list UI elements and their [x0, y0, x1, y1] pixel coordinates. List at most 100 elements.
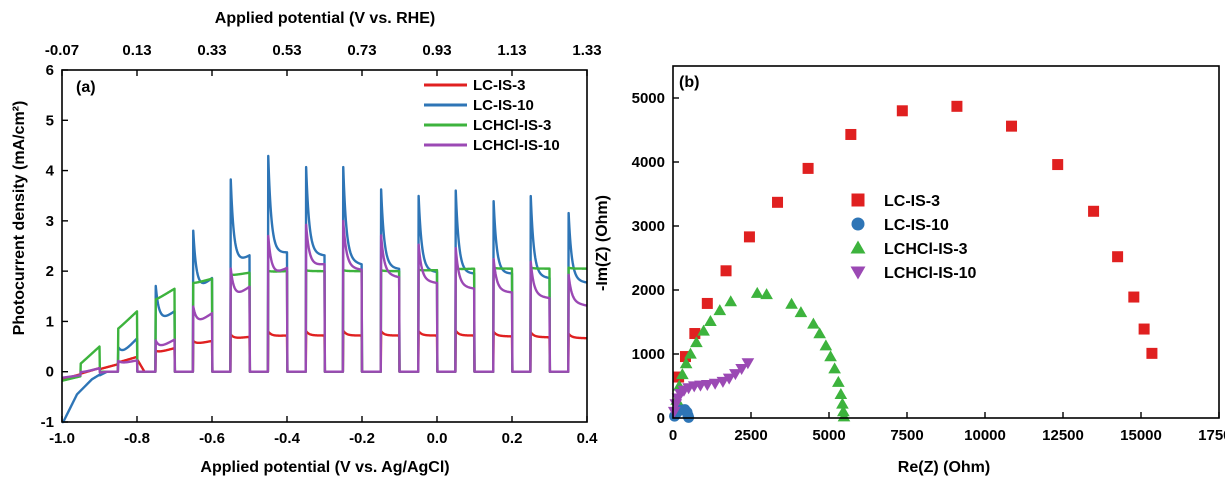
panel-a-plot-frame	[61, 69, 588, 423]
panel-a-top-axis-title: Applied potential (V vs. RHE)	[215, 10, 435, 27]
panel-a-y-tick-label: 5	[46, 112, 54, 129]
panel-b-point-3	[716, 376, 730, 388]
panel-b-x-tick-label: 2500	[734, 427, 767, 444]
panel-b-y-tick-label: 1000	[632, 346, 665, 363]
panel-a-top-tick-label: 0.73	[347, 42, 376, 59]
panel-a-top-tick-label: -0.07	[45, 42, 79, 59]
panel-b-point-3	[735, 364, 748, 376]
panel-b-point-2	[785, 297, 798, 309]
panel-b-point-2	[794, 306, 808, 318]
panel-a-y-axis-title: Photocurrent density (mA/cm²)	[11, 101, 28, 336]
panel-a-legend-label: LC-IS-3	[473, 77, 526, 94]
panel-a-legend: LC-IS-3 LC-IS-10 LCHCl-IS-3 LCHCl-IS-10	[424, 77, 560, 154]
panel-b-x-tick-label: 5000	[812, 427, 845, 444]
panel-b-legend-label: LCHCl-IS-10	[884, 265, 977, 282]
panel-a-x-tick-label: -0.8	[124, 430, 150, 447]
panel-a-top-tick-label: 0.13	[122, 42, 151, 59]
panel-b-point-3	[700, 380, 714, 392]
panel-b-nyquist-chart: Re(Z) (Ohm) -Im(Z) (Ohm) (b) 0 2500 5000 75…	[594, 65, 1225, 476]
panel-b-point-3	[708, 378, 722, 390]
panel-a-x-tick-label: -0.4	[274, 430, 301, 447]
panel-b-point-2	[760, 288, 773, 300]
panel-b-legend-marker	[850, 266, 866, 280]
panel-b-label: (b)	[679, 74, 699, 91]
panel-b-point-2	[697, 324, 710, 336]
panel-a-y-tick-label: 1	[46, 313, 54, 330]
panel-a-x-tick-label: -0.6	[199, 430, 225, 447]
panel-b-point-0	[951, 100, 963, 112]
panel-b-point-0	[1138, 323, 1150, 335]
panel-b-point-0	[720, 265, 732, 277]
panel-a-legend-label: LCHCl-IS-10	[473, 137, 560, 154]
panel-b-point-0	[1112, 251, 1124, 263]
panel-b-point-2	[690, 336, 703, 348]
panel-a-x-tick-label: 0.2	[502, 430, 523, 447]
panel-b-x-tick-label: 17500	[1198, 427, 1225, 444]
panel-b-point-2	[679, 357, 693, 369]
panel-b-point-2	[713, 304, 727, 316]
panel-b-point-3	[729, 369, 742, 381]
panel-a-y-tick-label: 0	[46, 364, 54, 381]
panel-a-legend-label: LCHCl-IS-3	[473, 117, 551, 134]
panel-b-point-2	[819, 339, 833, 351]
panel-b-legend-label: LCHCl-IS-3	[884, 241, 968, 258]
panel-b-point-0	[743, 231, 755, 243]
panel-b-point-2	[828, 362, 841, 374]
panel-b-point-0	[701, 297, 713, 309]
panel-a-top-tick-label: 0.33	[197, 42, 226, 59]
panel-a-legend-label: LC-IS-10	[473, 97, 534, 114]
panel-a-photocurrent-chart: Applied potential (V vs. RHE) Applied po…	[11, 10, 602, 476]
panel-b-point-2	[684, 347, 697, 359]
panel-b-y-axis-title: -Im(Z) (Ohm)	[594, 195, 611, 291]
panel-b-y-tick-label: 0	[657, 410, 665, 427]
panel-b-point-0	[1146, 347, 1158, 359]
panel-b-series	[667, 100, 1158, 423]
panel-b-point-2	[750, 286, 764, 298]
panel-a-ticks: -1.0 -0.8 -0.6 -0.4 -0.2 0.0 0.2 0.4 -1 0 1 2 3 4 5 6 -0…	[41, 42, 602, 447]
panel-b-y-tick-label: 4000	[632, 154, 665, 171]
panel-a-y-tick-label: -1	[41, 414, 54, 431]
panel-b-x-axis-title: Re(Z) (Ohm)	[898, 459, 990, 476]
panel-b-point-2	[724, 295, 738, 307]
panel-b-legend-marker	[851, 193, 865, 207]
panel-a-series	[61, 154, 588, 424]
panel-b-x-tick-label: 7500	[890, 427, 923, 444]
panel-a-top-tick-label: 1.13	[497, 42, 526, 59]
panel-b-point-0	[689, 328, 701, 340]
panel-b-legend-marker	[850, 240, 866, 254]
panel-b-y-tick-label: 3000	[632, 218, 665, 235]
panel-a-label: (a)	[76, 79, 96, 96]
panel-b-point-2	[704, 315, 717, 327]
panel-b-point-2	[836, 397, 849, 409]
panel-b-point-3	[741, 358, 755, 370]
panel-a-x-axis-title: Applied potential (V vs. Ag/AgCl)	[200, 459, 449, 476]
panel-b-point-2	[837, 405, 850, 417]
panel-a-top-tick-label: 0.93	[422, 42, 451, 59]
panel-b-x-tick-label: 10000	[964, 427, 1006, 444]
panel-a-y-tick-label: 6	[46, 62, 54, 79]
panel-b-x-tick-label: 12500	[1042, 427, 1084, 444]
panel-b-x-tick-label: 15000	[1120, 427, 1162, 444]
panel-b-point-3	[722, 373, 736, 385]
panel-b-legend-label: LC-IS-10	[884, 217, 949, 234]
panel-b-legend: LC-IS-3 LC-IS-10 LCHCl-IS-3 LCHCl-IS-10	[850, 193, 977, 282]
panel-b-point-2	[824, 350, 837, 362]
panel-b-point-2	[834, 387, 848, 399]
panel-b-legend-label: LC-IS-3	[884, 193, 940, 210]
panel-a-y-tick-label: 2	[46, 263, 54, 280]
panel-b-point-0	[845, 128, 857, 140]
panel-b-legend-marker	[851, 217, 865, 231]
panel-b-y-tick-label: 5000	[632, 90, 665, 107]
panel-b-plot-frame	[672, 65, 1220, 419]
panel-a-x-tick-label: -1.0	[49, 430, 75, 447]
panel-a-x-tick-label: -0.2	[349, 430, 375, 447]
panel-b-point-2	[676, 368, 689, 380]
panel-b-point-0	[1052, 159, 1064, 171]
panel-a-y-tick-label: 3	[46, 213, 54, 230]
panel-a-x-tick-label: 0.0	[427, 430, 448, 447]
panel-a-top-tick-label: 0.53	[272, 42, 301, 59]
panel-a-series-line-3	[61, 219, 588, 379]
panel-b-point-2	[807, 317, 820, 329]
panel-b-point-0	[1006, 120, 1018, 132]
